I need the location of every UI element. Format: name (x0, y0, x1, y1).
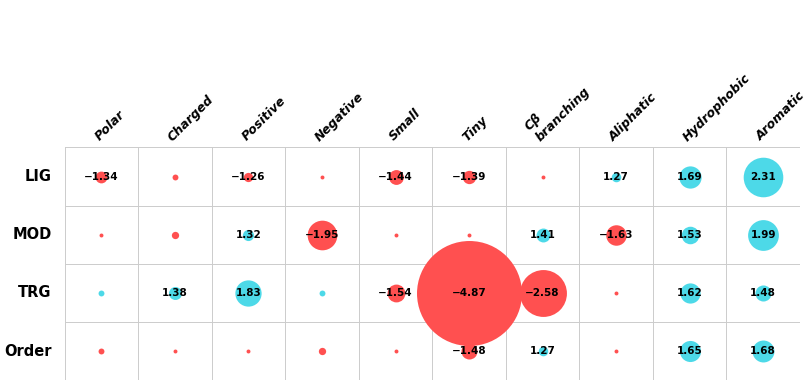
Text: 1.53: 1.53 (677, 230, 702, 240)
Point (610, 348, 623, 354)
Point (315, 232, 328, 238)
Text: −2.58: −2.58 (525, 288, 560, 298)
Point (169, 173, 182, 180)
Point (757, 173, 770, 180)
Text: Cβ
branching: Cβ branching (523, 74, 592, 144)
Point (537, 290, 549, 296)
Text: 1.27: 1.27 (529, 346, 556, 356)
Point (315, 290, 328, 296)
Point (389, 348, 402, 354)
Point (462, 232, 475, 238)
Text: 1.38: 1.38 (162, 288, 187, 298)
Text: 1.32: 1.32 (236, 230, 261, 240)
Point (315, 348, 328, 354)
Point (684, 173, 696, 180)
Point (242, 173, 255, 180)
Point (242, 348, 255, 354)
Point (610, 173, 623, 180)
Text: −1.48: −1.48 (452, 346, 486, 356)
Text: −1.63: −1.63 (599, 230, 633, 240)
Text: Charged: Charged (166, 93, 217, 144)
Point (242, 290, 255, 296)
Text: 1.65: 1.65 (677, 346, 702, 356)
Text: 1.27: 1.27 (603, 171, 629, 182)
Point (169, 290, 182, 296)
Point (610, 232, 623, 238)
Text: −1.26: −1.26 (231, 171, 266, 182)
Text: −1.54: −1.54 (378, 288, 413, 298)
Text: −4.87: −4.87 (452, 288, 486, 298)
Point (169, 348, 182, 354)
Text: −1.44: −1.44 (378, 171, 413, 182)
Point (537, 348, 549, 354)
Text: 1.68: 1.68 (751, 346, 776, 356)
Text: 1.99: 1.99 (751, 230, 776, 240)
Text: LIG: LIG (24, 169, 52, 184)
Point (389, 173, 402, 180)
Point (169, 232, 182, 238)
Point (462, 348, 475, 354)
Point (389, 290, 402, 296)
Text: 1.62: 1.62 (677, 288, 702, 298)
Point (462, 173, 475, 180)
Text: Negative: Negative (313, 90, 367, 144)
Point (95, 232, 108, 238)
Point (757, 232, 770, 238)
Point (537, 232, 549, 238)
Point (315, 173, 328, 180)
Text: −1.95: −1.95 (305, 230, 339, 240)
Text: 1.41: 1.41 (529, 230, 556, 240)
Point (684, 348, 696, 354)
Text: MOD: MOD (12, 227, 52, 242)
Point (684, 232, 696, 238)
Point (242, 232, 255, 238)
Text: −1.39: −1.39 (452, 171, 486, 182)
Text: Aromatic: Aromatic (754, 90, 808, 144)
Point (610, 290, 623, 296)
Text: Positive: Positive (239, 95, 288, 144)
Text: 1.69: 1.69 (677, 171, 702, 182)
Point (537, 173, 549, 180)
Point (389, 232, 402, 238)
Point (95, 348, 108, 354)
Text: Tiny: Tiny (460, 113, 490, 144)
Text: TRG: TRG (18, 286, 52, 300)
Text: −1.34: −1.34 (84, 171, 119, 182)
Text: Small: Small (386, 107, 423, 144)
Text: Polar: Polar (92, 109, 127, 144)
Text: Hydrophobic: Hydrophobic (680, 71, 753, 144)
Text: 1.83: 1.83 (236, 288, 261, 298)
Text: 1.48: 1.48 (750, 288, 776, 298)
Text: 2.31: 2.31 (751, 171, 776, 182)
Point (684, 290, 696, 296)
Point (95, 290, 108, 296)
Point (462, 290, 475, 296)
Text: Aliphatic: Aliphatic (607, 90, 660, 144)
Point (757, 290, 770, 296)
Point (757, 348, 770, 354)
Point (95, 173, 108, 180)
Text: Order: Order (4, 344, 52, 359)
